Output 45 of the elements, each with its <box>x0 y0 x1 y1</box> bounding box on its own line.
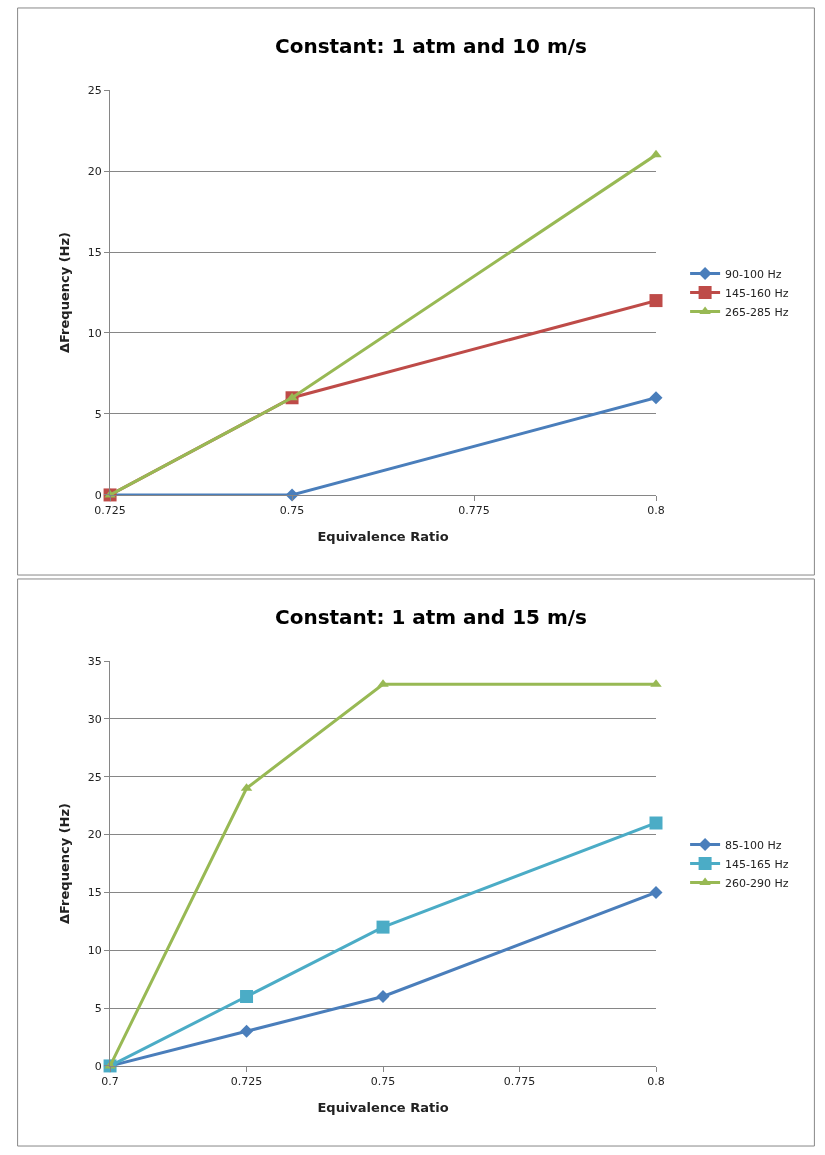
x-tick-label: 0.8 <box>647 504 665 518</box>
y-tick-label: 25 <box>87 770 102 784</box>
y-tick-label: 10 <box>87 326 102 340</box>
y-tick-label: 20 <box>87 828 102 842</box>
y-tick-label: 10 <box>87 944 102 958</box>
y-tick-label: 25 <box>87 83 102 97</box>
x-tick-label: 0.8 <box>647 1075 665 1089</box>
legend-label: 90-100 Hz <box>725 267 782 281</box>
x-tick-label: 0.775 <box>503 1075 536 1089</box>
x-tick-label: 0.725 <box>230 1075 263 1089</box>
y-tick-label: 5 <box>94 407 102 421</box>
x-axis-title: Equivalence Ratio <box>317 528 449 544</box>
point <box>376 990 390 1004</box>
point <box>649 816 663 830</box>
x-tick-label: 0.725 <box>94 504 126 518</box>
y-axis-title: ΔFrequency (Hz) <box>56 231 72 353</box>
y-tick-label: 30 <box>87 712 102 726</box>
legend-label: 145-160 Hz <box>725 286 789 300</box>
legend-label: 260-290 Hz <box>725 876 789 890</box>
x-tick-label: 0.7 <box>101 1075 119 1089</box>
y-tick-label: 35 <box>87 654 102 668</box>
legend-label: 85-100 Hz <box>725 838 782 852</box>
x-tick-label: 0.75 <box>370 1075 396 1089</box>
x-axis-title: Equivalence Ratio <box>317 1099 449 1115</box>
y-tick-label: 0 <box>94 488 102 502</box>
y-tick-label: 15 <box>87 245 102 259</box>
y-tick-label: 0 <box>94 1059 102 1073</box>
point <box>376 920 390 934</box>
chart-title: Constant: 1 atm and 10 m/s <box>275 34 587 58</box>
y-axis-title: ΔFrequency (Hz) <box>56 802 72 924</box>
legend-label: 265-285 Hz <box>725 305 789 319</box>
y-tick-label: 15 <box>87 886 102 900</box>
legend-label: 145-165 Hz <box>725 857 789 871</box>
y-tick-label: 20 <box>87 164 102 178</box>
point <box>240 1024 254 1038</box>
x-tick-label: 0.775 <box>458 504 490 518</box>
point <box>649 294 663 308</box>
point <box>650 149 662 158</box>
y-tick-label: 5 <box>94 1001 102 1015</box>
x-tick-label: 0.75 <box>279 504 305 518</box>
point <box>649 391 663 405</box>
chart-title: Constant: 1 atm and 15 m/s <box>275 605 587 629</box>
point <box>240 990 254 1004</box>
point <box>649 885 663 899</box>
point <box>286 392 298 401</box>
